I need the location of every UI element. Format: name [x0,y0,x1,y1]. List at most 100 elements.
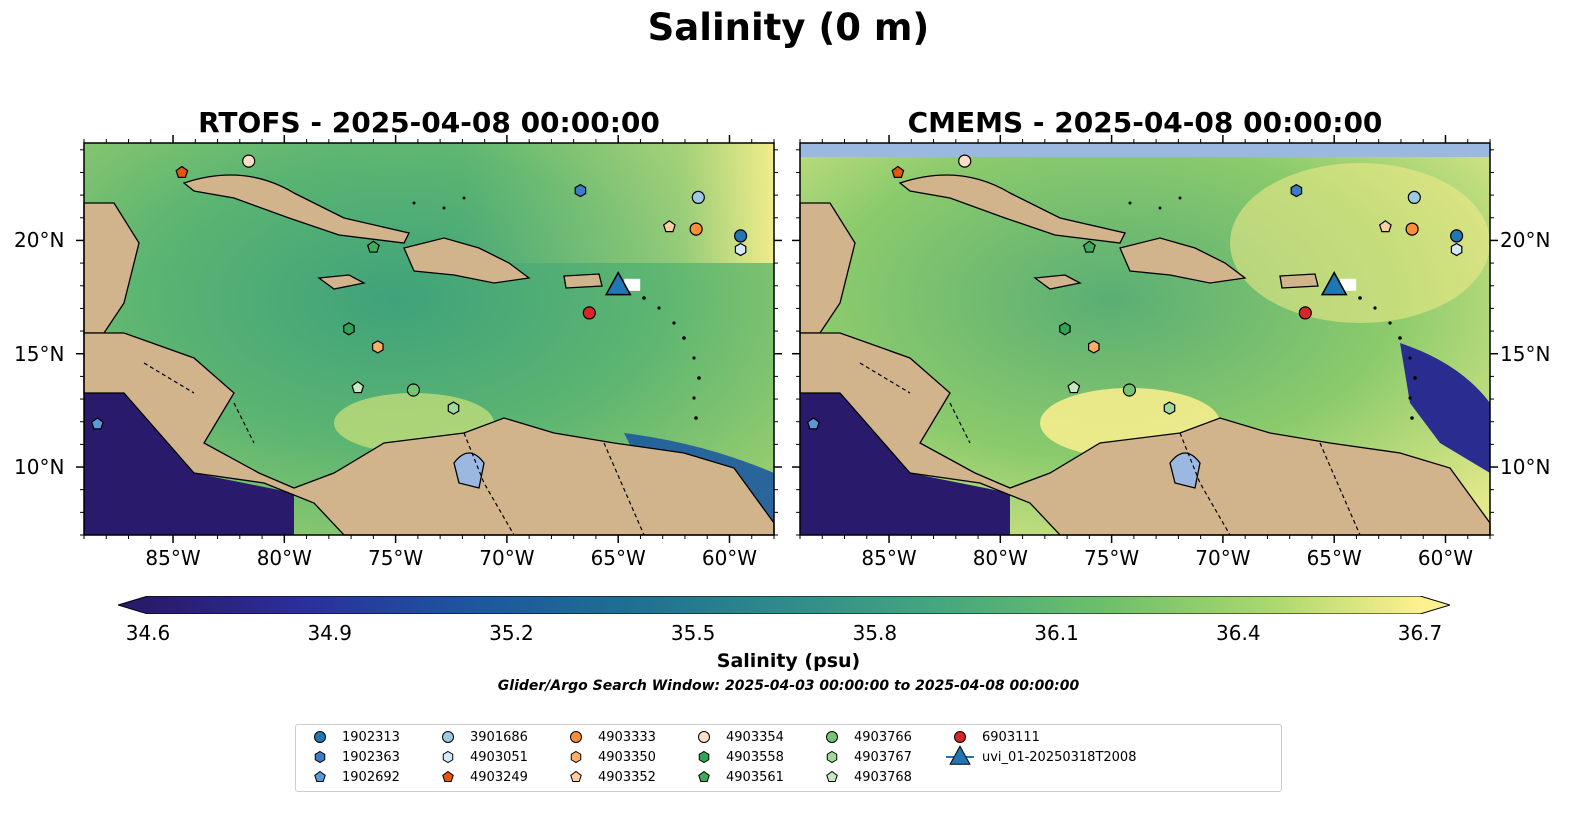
legend-item: 3901686 [434,728,528,746]
cmems-float-4903249 [891,165,905,178]
rtofs-pacific [84,393,294,535]
circle-marker-icon [954,731,966,743]
figure-title: Salinity (0 m) [647,6,930,49]
legend-label: 4903354 [726,729,784,745]
cmems-float-1902692 [806,417,820,430]
hexagon-marker-icon [570,750,582,764]
colorbar-tick-label: 36.4 [1216,621,1261,645]
legend-item: 1902692 [306,768,400,786]
rtofs-central-south-america [83,332,775,536]
cmems-float-4903354 [958,154,972,168]
cmems-cuba [898,174,1126,244]
legend-label: uvi_01-20250318T2008 [982,749,1137,765]
rtofs-cuba [182,174,410,244]
rtofs-float-4903352 [662,220,676,233]
lat-tick-label-left: 20°N [14,228,65,253]
rtofs-float-4903561 [366,240,380,253]
legend-label: 4903768 [854,769,912,785]
legend-label: 4903051 [470,749,528,765]
cmems-float-4903766 [1122,383,1136,397]
cmems-float-3901686 [1407,190,1421,205]
cmems-float-4903558 [1059,322,1071,336]
lon-tick-label: 60°W [1417,546,1474,570]
legend-label: 1902313 [342,729,400,745]
rtofs-float-4903249 [175,165,189,178]
colorbar-label: Salinity (psu) [716,650,861,672]
rtofs-float-4903766 [406,383,420,397]
colorbar-gradient [148,596,1420,614]
pentagon-marker-icon [314,770,326,782]
rtofs-high-salinity-east [464,143,774,263]
lon-tick-label: 85°W [145,546,201,570]
rtofs-float-1902313 [733,229,748,243]
cmems-float-4903333 [1405,222,1419,236]
rtofs-land [83,174,775,536]
cmems-axis-ticks [792,135,1498,543]
legend-item: 4903768 [818,768,912,786]
legend-label: 4903766 [854,729,912,745]
cmems-float-4903051 [1450,242,1463,257]
cmems-low-salinity-plume [1400,343,1490,473]
legend-item: 4903354 [690,728,784,746]
cmems-float-4903350 [1087,340,1100,354]
cmems-map [792,135,1498,543]
rtofs-float-4903558 [343,322,355,336]
hexagon-marker-icon [698,750,710,764]
pentagon-marker-icon [570,770,582,782]
cmems-missing-data-band [800,143,1490,157]
lat-tick-label-left: 15°N [14,341,65,366]
pentagon-marker-icon [698,770,710,782]
lat-tick-label-right: 15°N [1500,341,1551,366]
rtofs-jamaica [317,274,366,290]
colorbar-tick-label: 36.1 [1034,621,1079,645]
lon-tick-label: 70°W [479,546,535,570]
cmems-float-uvi_01-20250318T2008 [1320,271,1357,296]
cmems-land [799,174,1491,536]
rtofs-panel-title: RTOFS - 2025-04-08 00:00:00 [198,106,660,139]
legend-label: 4903249 [470,769,528,785]
lon-tick-label: 75°W [367,546,424,570]
lat-tick-label-right: 20°N [1500,228,1551,253]
colorbar [118,596,1450,614]
rtofs-borders [143,362,645,536]
legend-item: 4903767 [818,748,912,766]
legend-item: 4903333 [562,728,656,746]
legend-item: 4903558 [690,748,784,766]
cmems-hispaniola [1119,237,1247,284]
colorbar-tick-label: 35.8 [852,621,898,645]
lon-tick-label: 70°W [1195,546,1251,570]
lon-tick-label: 80°W [256,546,312,570]
colorbar-tick-label: 35.2 [489,621,534,645]
triangle-marker-icon [946,745,974,765]
pentagon-marker-icon [442,770,454,782]
lon-tick-label: 80°W [972,546,1028,570]
cmems-float-4903352 [1378,220,1392,233]
colorbar-tick-label: 36.7 [1397,621,1443,645]
colorbar-tick-label: 34.9 [307,621,352,645]
cmems-borders [859,362,1361,536]
legend-label: 4903333 [598,729,656,745]
legend-item: 6903111 [946,728,1040,746]
cmems-frame [799,142,1491,536]
colorbar-tick-label: 35.5 [670,621,716,645]
rtofs-float-4903354 [242,154,256,168]
colorbar-extend-high [1420,596,1450,614]
lon-tick-label: 85°W [861,546,917,570]
colorbar-extend-low [118,596,148,614]
legend-label: 4903767 [854,749,912,765]
rtofs-border-lines [143,362,645,536]
cmems-lake-maracaibo [1169,452,1201,489]
rtofs-float-4903350 [371,340,384,354]
rtofs-puerto-rico [563,273,603,289]
rtofs-float-4903767 [447,401,460,415]
legend-label: 4903352 [598,769,656,785]
rtofs-lake-maracaibo [453,452,485,489]
rtofs-floats [90,154,748,430]
rtofs-float-1902363 [574,183,587,198]
pentagon-marker-icon [826,770,838,782]
cmems-pacific [800,393,1010,535]
legend-item: 4903561 [690,768,784,786]
circle-marker-icon [698,731,710,743]
legend-item: 4903766 [818,728,912,746]
legend-label: 4903558 [726,749,784,765]
